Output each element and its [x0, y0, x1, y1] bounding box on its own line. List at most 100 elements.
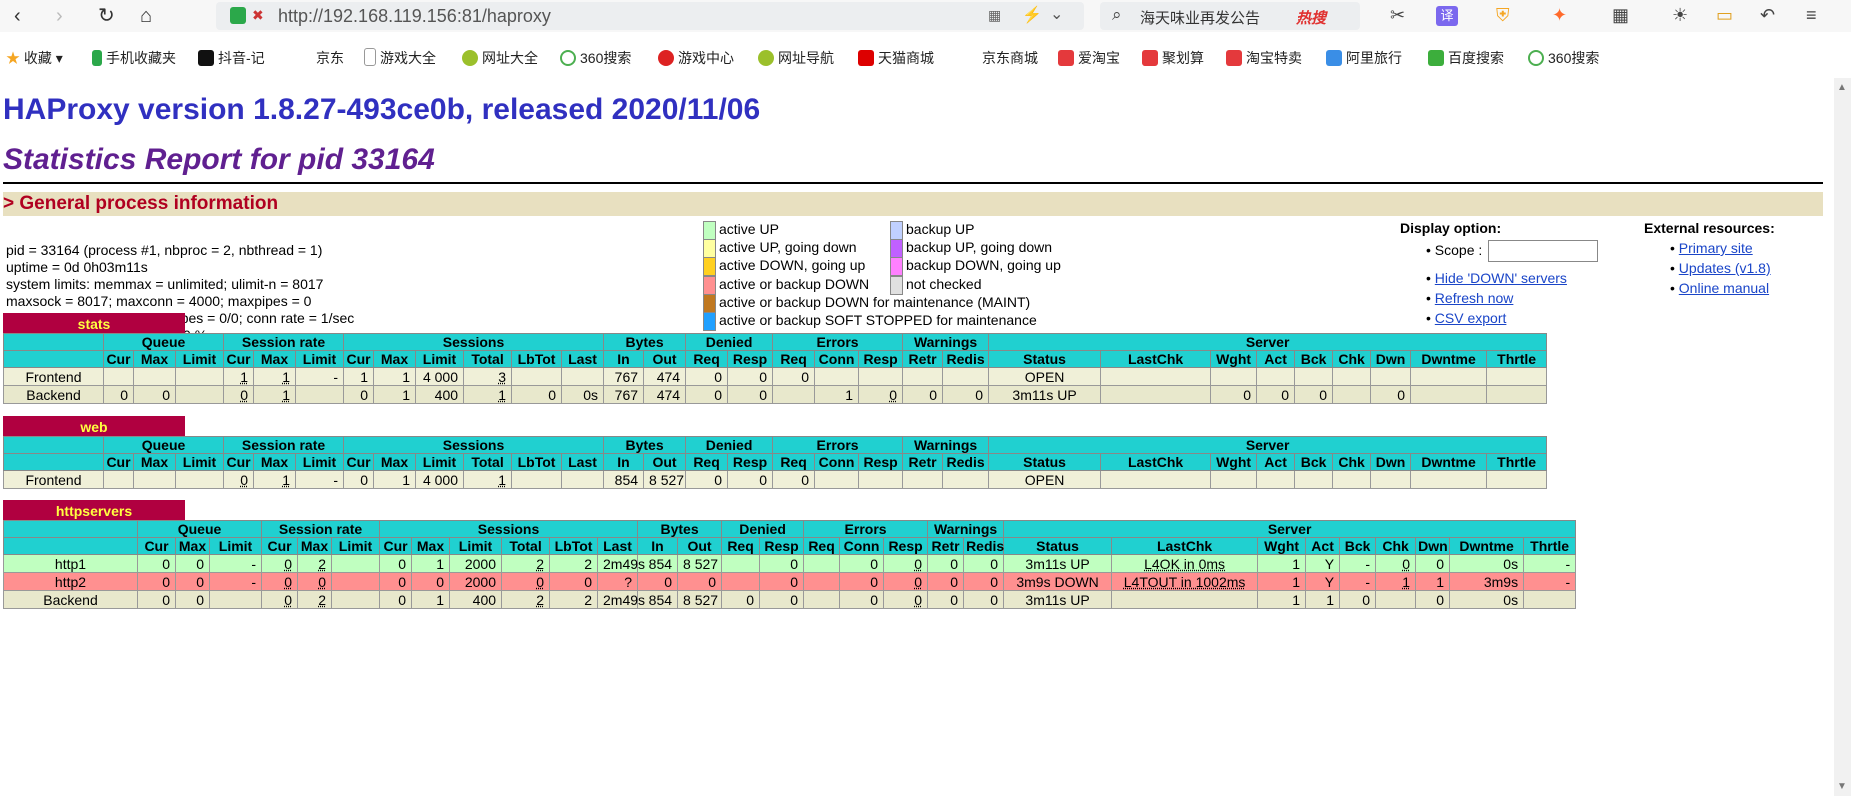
table-cell: - — [1339, 572, 1377, 591]
cell-value: 0 — [398, 555, 407, 572]
csv-export-link[interactable]: CSV export — [1434, 310, 1507, 326]
bookmark-jd-mall[interactable]: 京东商城 — [982, 48, 1038, 68]
cell-value: 1 — [402, 471, 411, 488]
bookmark-jd[interactable]: 京东 — [316, 48, 344, 68]
search-box[interactable]: ⌕ 海天味业再发公告 热搜 — [1100, 2, 1360, 30]
reload-icon[interactable]: ↻ — [98, 5, 115, 27]
primary-site-link[interactable]: Primary site — [1678, 240, 1753, 256]
bookmark-juhuasuan[interactable]: 聚划算 — [1142, 48, 1204, 68]
cell-value: 0 — [746, 591, 755, 608]
cell-value: 2m49s — [603, 591, 646, 608]
updates-link[interactable]: Updates (v1.8) — [1678, 260, 1771, 276]
table-cell: 0 — [1210, 385, 1258, 404]
group-header: Denied — [721, 520, 805, 538]
cell-value: - — [1365, 555, 1371, 572]
column-header: Redis — [942, 350, 990, 368]
shield-icon[interactable]: ⛨ — [1496, 5, 1510, 25]
cell-value: 400 — [434, 386, 459, 403]
table-cell: 767 — [603, 367, 645, 386]
bookmark-douyin[interactable]: 抖音-记 — [198, 48, 265, 68]
undo-icon[interactable]: ↶ — [1760, 5, 1776, 25]
qr-code-icon[interactable]: ▦ — [988, 7, 1002, 23]
360-icon — [1528, 50, 1544, 66]
table-row: Backend 0 0 0 1 0 1 400 1 0 0s 767 474 0 0 1 0 0 0 3m11s UP… — [3, 385, 1548, 404]
scroll-down-icon[interactable]: ▼ — [1837, 781, 1847, 792]
menu-icon[interactable]: ≡ — [1806, 5, 1817, 25]
group-header: Warnings — [927, 520, 1005, 538]
table-cell: 1 — [373, 385, 417, 404]
row-label[interactable]: Backend — [3, 385, 104, 404]
scope-input[interactable] — [1488, 240, 1599, 263]
game-icon[interactable]: ✦ — [1552, 5, 1568, 25]
cell-value: 0 — [714, 368, 723, 385]
forward-icon[interactable]: › — [56, 5, 63, 27]
table-cell: 1 — [814, 385, 860, 404]
bookmark-taobao-sale[interactable]: 淘宝特卖 — [1226, 48, 1302, 68]
table-cell — [511, 470, 563, 489]
translate-icon[interactable]: 译 — [1436, 6, 1458, 26]
column-header: Max — [133, 453, 176, 471]
scroll-up-icon[interactable]: ▲ — [1837, 82, 1847, 93]
column-header: Bck — [1294, 453, 1334, 471]
row-label[interactable]: Frontend — [3, 367, 104, 386]
chevron-down-icon[interactable]: ⌄ — [1050, 6, 1064, 23]
bookmark-nav[interactable]: 网址导航 — [758, 48, 834, 68]
bookmark-site-directory[interactable]: 网址大全 — [462, 48, 538, 68]
bookmark-game-center[interactable]: 游戏中心 — [658, 48, 734, 68]
bookmark-360-search-2[interactable]: 360搜索 — [1528, 48, 1599, 68]
bookmark-tmall[interactable]: 天猫商城 — [858, 48, 934, 68]
table-cell: 0 — [839, 554, 885, 573]
table-cell: 0 — [297, 572, 333, 591]
brightness-icon[interactable]: ☀ — [1672, 5, 1689, 25]
row-label[interactable]: http2 — [3, 572, 138, 591]
row-label[interactable]: http1 — [3, 554, 138, 573]
bookmark-ali-travel[interactable]: 阿里旅行 — [1326, 48, 1402, 68]
table-cell: 0 — [759, 572, 805, 591]
apps-grid-icon[interactable]: ▦ — [1612, 5, 1630, 25]
table-cell — [814, 367, 860, 386]
online-manual-link[interactable]: Online manual — [1678, 280, 1770, 296]
column-header: Resp — [858, 453, 904, 471]
cell-value: 474 — [656, 386, 681, 403]
proxy-name-httpservers[interactable]: httpservers — [3, 500, 185, 522]
table-cell: 0 — [1256, 385, 1296, 404]
legend-swatch — [703, 239, 716, 259]
bookmark-360-search[interactable]: 360搜索 — [560, 48, 631, 68]
home-icon[interactable]: ⌂ — [140, 5, 153, 27]
column-header: Resp — [759, 537, 805, 555]
table-cell — [1294, 470, 1334, 489]
hide-down-servers-link[interactable]: Hide 'DOWN' servers — [1434, 270, 1567, 286]
table-cell: OPEN — [988, 470, 1102, 489]
cell-value: 0 — [436, 573, 445, 590]
bookmark-mobile[interactable]: 手机收藏夹 — [92, 48, 176, 68]
plus-globe-icon — [462, 50, 478, 66]
bookmark-games[interactable]: 游戏大全 — [364, 48, 436, 68]
battery-icon[interactable]: ▭ — [1716, 5, 1734, 25]
table-cell — [1210, 367, 1258, 386]
group-header: Server — [988, 333, 1548, 351]
vertical-scrollbar[interactable]: ▲ ▼ — [1834, 78, 1851, 796]
column-header: Cur — [137, 537, 176, 555]
lightning-icon[interactable]: ⚡ — [1022, 7, 1042, 24]
cell-value: 0 — [162, 591, 170, 608]
table-cell — [803, 590, 841, 609]
table-cell — [858, 367, 904, 386]
row-label[interactable]: Frontend — [3, 470, 104, 489]
back-icon[interactable]: ‹ — [14, 5, 21, 27]
bookmark-baidu[interactable]: 百度搜索 — [1428, 48, 1504, 68]
scissors-icon[interactable]: ✂ — [1390, 5, 1406, 25]
table-cell: 0 — [1294, 385, 1334, 404]
cell-value: 0 — [1436, 555, 1445, 572]
refresh-now-link[interactable]: Refresh now — [1434, 290, 1514, 306]
address-bar[interactable]: ✖ http://192.168.119.156:81/haproxy ▦ ⚡ … — [216, 2, 1084, 30]
bookmark-ai-taobao[interactable]: 爱淘宝 — [1058, 48, 1120, 68]
cell-value: 4 000 — [422, 471, 459, 488]
proxy-name-stats[interactable]: stats — [3, 313, 185, 335]
row-label[interactable]: Backend — [3, 590, 138, 609]
column-header: Max — [253, 350, 297, 368]
cell-value: 0 — [950, 573, 959, 590]
hot-search-label[interactable]: 热搜 — [1296, 10, 1327, 27]
proc-line-maxsock: maxsock = 8017; maxconn = 4000; maxpipes… — [6, 293, 312, 309]
proxy-name-web[interactable]: web — [3, 416, 185, 438]
bookmark-favorites[interactable]: ★ 收藏 ▾ — [6, 50, 63, 66]
